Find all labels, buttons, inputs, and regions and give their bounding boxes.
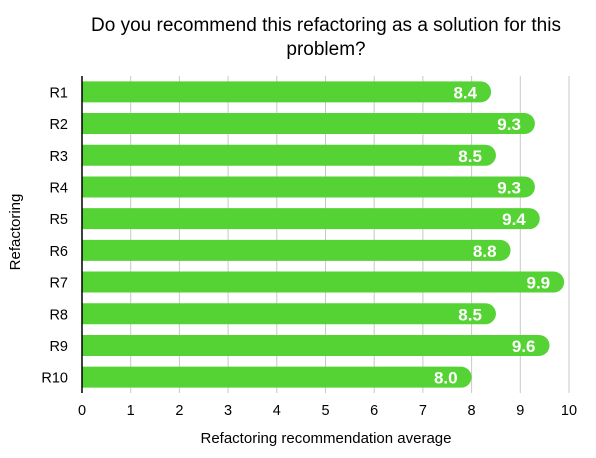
bar-r5 <box>82 208 540 230</box>
x-axis-label: Refactoring recommendation average <box>200 430 452 447</box>
chart-title-line-2: problem? <box>286 39 366 60</box>
bar-r4 <box>82 176 535 198</box>
y-axis-label: Refactoring <box>7 194 24 271</box>
x-tick-label: 9 <box>516 403 524 419</box>
y-tick-label: R10 <box>41 371 68 387</box>
bar-r9 <box>82 334 550 356</box>
bar-r2 <box>82 113 535 135</box>
bar-value-label: 8.4 <box>453 83 477 102</box>
y-tick-label: R1 <box>49 85 68 101</box>
y-tick-label: R7 <box>49 276 68 292</box>
bar-value-label: 9.3 <box>497 115 521 134</box>
x-tick-label: 2 <box>175 403 183 419</box>
x-tick-label: 3 <box>224 403 232 419</box>
x-tick-label: 6 <box>370 403 378 419</box>
y-tick-label: R2 <box>49 117 68 133</box>
chart-title: Do you recommend this refactoring as a s… <box>0 14 596 62</box>
y-tick-label: R8 <box>49 307 68 323</box>
x-tick-label: 5 <box>321 403 329 419</box>
bar-r8 <box>82 303 496 325</box>
x-tick-label: 0 <box>78 403 86 419</box>
x-tick-label: 1 <box>127 403 135 419</box>
y-axis-label-wrap: Refactoring <box>7 194 24 271</box>
y-tick-label: R3 <box>49 149 68 165</box>
bar-value-label: 8.0 <box>434 369 458 388</box>
x-tick-label: 10 <box>561 403 577 419</box>
bar-value-label: 8.5 <box>458 147 482 166</box>
y-tick-label: R9 <box>49 339 68 355</box>
bar-value-label: 9.4 <box>502 210 526 229</box>
bar-r1 <box>82 81 492 103</box>
x-tick-label: 7 <box>419 403 427 419</box>
x-tick-label: 8 <box>468 403 476 419</box>
bar-r6 <box>82 239 511 261</box>
bar-value-label: 9.3 <box>497 178 521 197</box>
chart-title-line-1: Do you recommend this refactoring as a s… <box>91 15 561 36</box>
bar-value-label: 8.8 <box>473 242 497 261</box>
y-tick-label: R6 <box>49 244 68 260</box>
bar-value-label: 8.5 <box>458 305 482 324</box>
x-tick-label: 4 <box>273 403 281 419</box>
bar-r3 <box>82 144 496 166</box>
bar-value-label: 9.9 <box>526 274 550 293</box>
bar-r10 <box>82 366 472 388</box>
bar-value-label: 9.6 <box>512 337 536 356</box>
y-tick-label: R4 <box>49 180 68 196</box>
bar-r7 <box>82 271 565 293</box>
y-tick-label: R5 <box>49 212 68 228</box>
